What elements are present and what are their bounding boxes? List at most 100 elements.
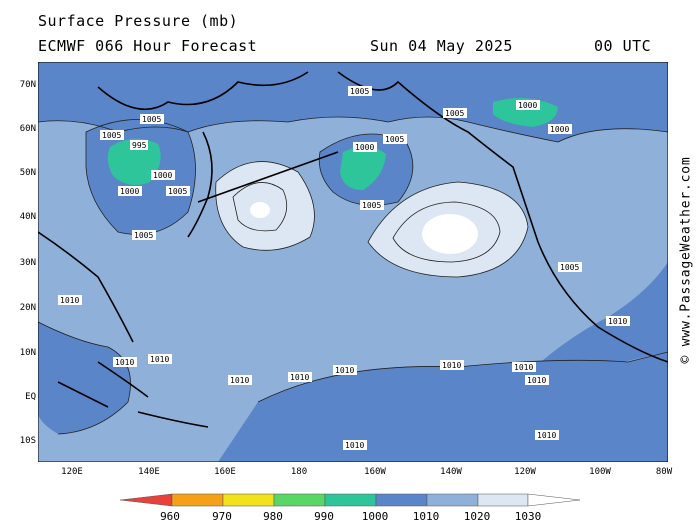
lon-label: 160E xyxy=(214,467,236,477)
svg-text:1010: 1010 xyxy=(150,355,169,364)
svg-text:1010: 1010 xyxy=(608,317,627,326)
lat-label: 30N xyxy=(19,258,36,268)
lat-label: 70N xyxy=(19,80,36,90)
legend-swatch-1030 xyxy=(477,493,529,507)
legend-swatch-max xyxy=(527,493,580,507)
tropical-band-east xyxy=(508,262,668,392)
svg-text:1005: 1005 xyxy=(560,263,579,272)
isobar-label: 1000 xyxy=(548,124,572,134)
pressure-map: 1005 1005 1005 1005 1005 1005 1005 1005 … xyxy=(38,62,668,462)
lon-label: 120W xyxy=(514,467,536,477)
svg-text:1010: 1010 xyxy=(442,361,461,370)
isobar-label: 1000 xyxy=(516,100,540,110)
legend-value: 1000 xyxy=(361,510,389,523)
isobar-label: 1005 xyxy=(558,262,582,272)
svg-text:1005: 1005 xyxy=(168,187,187,196)
svg-text:1010: 1010 xyxy=(514,363,533,372)
isobar-label-group: 1005 1005 1005 1005 1005 1005 1005 1005 … xyxy=(58,86,630,450)
lat-label: EQ xyxy=(25,392,36,402)
isobar-label: 1005 xyxy=(360,200,384,210)
low-core-okhotsk xyxy=(107,138,161,186)
isobar-label: 1000 xyxy=(118,186,142,196)
svg-text:1010: 1010 xyxy=(335,366,354,375)
isobar-label: 1010 xyxy=(343,440,367,450)
svg-text:1010: 1010 xyxy=(290,373,309,382)
svg-text:1000: 1000 xyxy=(550,125,569,134)
lat-label: 40N xyxy=(19,212,36,222)
lon-label: 120E xyxy=(61,467,83,477)
lon-label: 80W xyxy=(655,467,673,477)
isobar-label: 1010 xyxy=(333,365,357,375)
svg-text:1010: 1010 xyxy=(115,358,134,367)
isobar-label: 1010 xyxy=(440,360,464,370)
lat-label: 10S xyxy=(19,436,36,446)
pressure-legend xyxy=(120,493,580,507)
high-center-west xyxy=(250,202,270,218)
high-center-east xyxy=(422,214,478,254)
isobar-label: 1010 xyxy=(512,362,536,372)
svg-text:1000: 1000 xyxy=(355,143,374,152)
svg-text:1005: 1005 xyxy=(142,115,161,124)
isobar-label: 1005 xyxy=(443,108,467,118)
svg-text:995: 995 xyxy=(132,141,147,150)
svg-text:1005: 1005 xyxy=(385,135,404,144)
legend-value: 980 xyxy=(263,510,283,523)
legend-value: 970 xyxy=(212,510,232,523)
legend-value: 1020 xyxy=(463,510,491,523)
svg-text:1005: 1005 xyxy=(350,87,369,96)
isobar-label: 1000 xyxy=(353,142,377,152)
isobar-label: 1005 xyxy=(100,130,124,140)
svg-text:1005: 1005 xyxy=(134,231,153,240)
isobar-label: 1010 xyxy=(228,375,252,385)
legend-value: 1030 xyxy=(514,510,542,523)
lon-label: 160W xyxy=(364,467,386,477)
map-title: Surface Pressure (mb) xyxy=(38,12,239,30)
svg-text:1010: 1010 xyxy=(345,441,364,450)
isobar-label: 1010 xyxy=(288,372,312,382)
copyright-credit: © www.PassageWeather.com xyxy=(678,156,694,364)
forecast-time: 00 UTC xyxy=(594,37,652,55)
isobar-label: 1005 xyxy=(348,86,372,96)
svg-text:1000: 1000 xyxy=(153,171,172,180)
isobar-label: 1005 xyxy=(140,114,164,124)
isobar-label: 1005 xyxy=(132,230,156,240)
isobar-label: 1000 xyxy=(151,170,175,180)
legend-swatch-980 xyxy=(222,493,275,507)
svg-text:1005: 1005 xyxy=(445,109,464,118)
legend-swatch-1020 xyxy=(426,493,479,507)
lat-label: 50N xyxy=(19,168,36,178)
svg-text:1010: 1010 xyxy=(537,431,556,440)
svg-text:1005: 1005 xyxy=(362,201,381,210)
lat-label: 60N xyxy=(19,124,36,134)
svg-text:1005: 1005 xyxy=(102,131,121,140)
model-forecast-label: ECMWF 066 Hour Forecast xyxy=(38,37,258,55)
isobar-label: 995 xyxy=(130,140,148,150)
isobar-label: 1005 xyxy=(383,134,407,144)
lat-label: 10N xyxy=(19,348,36,358)
svg-text:1000: 1000 xyxy=(518,101,537,110)
legend-swatch-1000 xyxy=(324,493,377,507)
low-core-canada xyxy=(493,98,558,127)
isobar-label: 1010 xyxy=(606,316,630,326)
lon-label: 140E xyxy=(138,467,160,477)
coastlines xyxy=(38,71,668,428)
lon-label: 140W xyxy=(440,467,462,477)
legend-value: 960 xyxy=(160,510,180,523)
lon-label: 180 xyxy=(290,467,308,477)
isobar-label: 1010 xyxy=(535,430,559,440)
isobar-label: 1010 xyxy=(148,354,172,364)
svg-text:1010: 1010 xyxy=(60,296,79,305)
svg-text:1010: 1010 xyxy=(230,376,249,385)
legend-swatch-990 xyxy=(273,493,326,507)
isobar-label: 1010 xyxy=(58,295,82,305)
legend-swatch-970 xyxy=(171,493,224,507)
isobar-label: 1010 xyxy=(525,375,549,385)
low-core-gulf-alaska xyxy=(340,146,386,190)
isobar-label: 1005 xyxy=(166,186,190,196)
legend-swatch-1010 xyxy=(375,493,428,507)
legend-swatch-960 xyxy=(120,493,173,507)
lon-label: 100W xyxy=(589,467,611,477)
svg-text:1000: 1000 xyxy=(120,187,139,196)
legend-value: 1010 xyxy=(412,510,440,523)
forecast-date: Sun 04 May 2025 xyxy=(370,37,513,55)
